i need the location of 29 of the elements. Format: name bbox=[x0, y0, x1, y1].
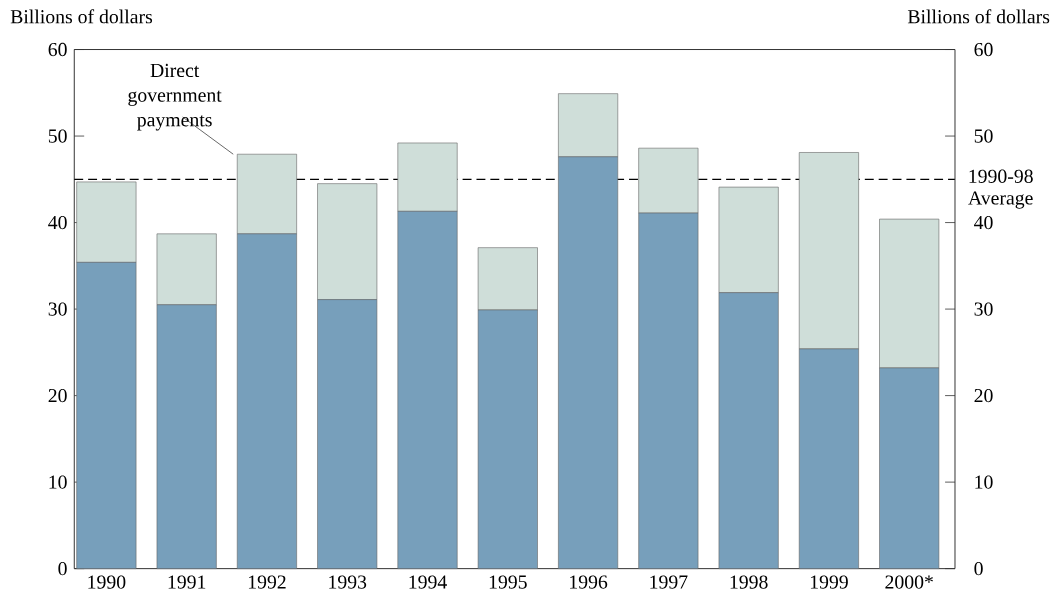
y-tick-label: 30 bbox=[48, 302, 67, 316]
y-tick-label: 0 bbox=[58, 561, 67, 576]
ref-line-label: 1990-98 Average bbox=[968, 169, 1033, 209]
y-tick-label: 10 bbox=[49, 475, 67, 489]
x-tick-label: 1991 bbox=[168, 575, 206, 589]
x-tick-label: 1994 bbox=[409, 575, 447, 589]
y-tick-label: 40 bbox=[48, 215, 67, 230]
x-tick-label: 1995 bbox=[489, 575, 527, 589]
x-tick-label: 1990 bbox=[88, 575, 126, 589]
y2-tick-label: 20 bbox=[974, 388, 993, 403]
y-axis-title: Billions of dollars bbox=[10, 9, 153, 24]
y-tick-label: 50 bbox=[48, 129, 67, 143]
x-tick-label: 1998 bbox=[730, 575, 768, 589]
x-tick-label: 1997 bbox=[650, 575, 688, 589]
y2-tick-label: 10 bbox=[975, 475, 993, 489]
y2-tick-label: 60 bbox=[974, 42, 993, 57]
y2-tick-label: 30 bbox=[974, 302, 993, 316]
x-tick-label: 1992 bbox=[248, 575, 286, 589]
y2-tick-label: 0 bbox=[974, 561, 983, 576]
series-label: Direct government payments bbox=[128, 63, 222, 131]
x-tick-label: 1996 bbox=[570, 575, 608, 589]
x-tick-label: 1993 bbox=[329, 575, 367, 589]
y2-tick-label: 50 bbox=[974, 129, 993, 143]
x-tick-label: 2000* bbox=[885, 575, 933, 589]
x-tick-label: 1999 bbox=[810, 575, 848, 589]
y-tick-label: 60 bbox=[48, 42, 67, 57]
y-tick-label: 20 bbox=[48, 388, 67, 403]
y2-axis-title: Billions of dollars bbox=[907, 9, 1050, 24]
y2-tick-label: 40 bbox=[974, 215, 993, 230]
